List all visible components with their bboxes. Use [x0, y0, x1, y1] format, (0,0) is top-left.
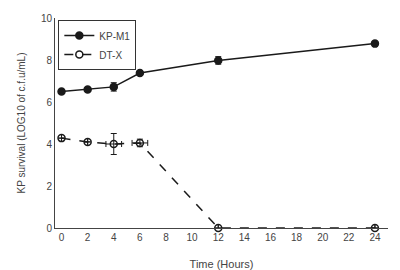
svg-text:0: 0 [46, 223, 52, 234]
svg-text:24: 24 [369, 232, 381, 243]
svg-text:6: 6 [46, 97, 52, 108]
svg-text:2: 2 [46, 181, 52, 192]
svg-text:12: 12 [213, 232, 225, 243]
svg-text:16: 16 [265, 232, 277, 243]
svg-text:10: 10 [41, 13, 53, 24]
svg-text:8: 8 [163, 232, 169, 243]
svg-text:22: 22 [343, 232, 355, 243]
svg-text:10: 10 [187, 232, 199, 243]
svg-text:KP survival (LOG10 of c.f.u/mL: KP survival (LOG10 of c.f.u/mL) [16, 53, 27, 194]
svg-text:20: 20 [317, 232, 329, 243]
svg-text:14: 14 [239, 232, 251, 243]
svg-text:0: 0 [59, 232, 65, 243]
svg-text:KP-M1: KP-M1 [99, 31, 130, 42]
svg-text:4: 4 [111, 232, 117, 243]
svg-text:2: 2 [85, 232, 91, 243]
svg-text:DT-X: DT-X [99, 50, 122, 61]
svg-text:4: 4 [46, 139, 52, 150]
svg-text:18: 18 [291, 232, 303, 243]
svg-text:8: 8 [46, 55, 52, 66]
svg-text:Time (Hours): Time (Hours) [190, 258, 254, 270]
svg-text:6: 6 [137, 232, 143, 243]
